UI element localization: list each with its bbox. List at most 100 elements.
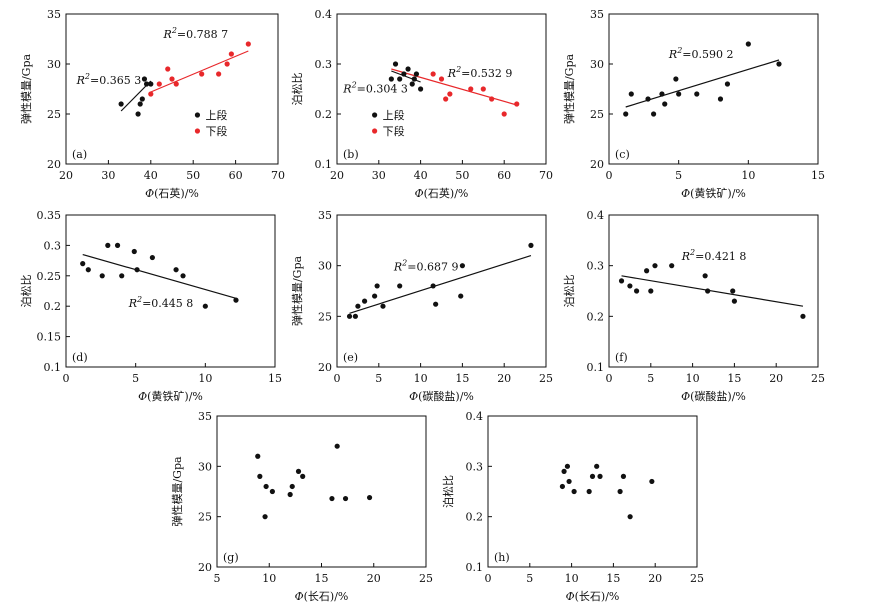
x-axis-title: Φ(长石)/% — [566, 590, 620, 603]
data-point — [717, 96, 724, 102]
data-point — [289, 483, 295, 490]
fit-line-lower — [150, 50, 249, 93]
data-point — [800, 313, 806, 319]
data-point — [430, 71, 436, 77]
y-tick-label: 0.4 — [587, 209, 605, 222]
panel-label: (d) — [72, 351, 88, 364]
data-point — [255, 453, 261, 459]
plot-frame — [216, 415, 427, 568]
r2-label-r2: R2=0.445 8 — [128, 295, 194, 310]
r2-label-r2-upper: R2=0.304 3 — [342, 81, 408, 96]
data-point — [628, 91, 634, 97]
data-point — [776, 61, 782, 67]
x-tick-label: 15 — [811, 169, 825, 182]
data-point — [148, 91, 154, 97]
data-point — [528, 242, 534, 248]
data-point — [329, 495, 335, 502]
y-tick-label: 35 — [47, 8, 61, 21]
y-tick-label: 0.25 — [37, 270, 62, 283]
x-tick-label: 15 — [606, 572, 620, 585]
y-tick-label: 20 — [590, 158, 604, 171]
data-point — [597, 473, 603, 479]
r2-label-r2-upper: R2=0.365 3 — [76, 72, 142, 87]
x-tick-label: 10 — [565, 572, 579, 585]
data-point — [287, 491, 293, 498]
y-tick-label: 35 — [318, 209, 332, 222]
x-tick-label: 60 — [229, 169, 243, 182]
data-point — [216, 71, 222, 77]
data-point — [85, 267, 91, 273]
data-point — [392, 61, 399, 67]
data-point — [633, 288, 640, 294]
y-axis-title: 弹性模量/Gpa — [170, 456, 184, 527]
data-point — [438, 76, 445, 82]
y-axis-title: 泊松比 — [290, 73, 304, 106]
panel-label: (b) — [343, 148, 359, 161]
panel-label: (a) — [72, 148, 87, 161]
y-tick-label: 0.3 — [44, 239, 62, 252]
x-tick-label: 30 — [372, 169, 386, 182]
x-tick-label: 15 — [455, 372, 469, 385]
x-axis-title: Φ(石英)/% — [145, 186, 199, 200]
data-point — [300, 473, 306, 479]
x-tick-label: 50 — [186, 169, 200, 182]
y-tick-label: 0.4 — [315, 8, 333, 21]
panel-d: 0 5 10 15 0.1 0.15 0.2 0.25 0.3 0.35 Φ(黄铁矿)/% 泊松比 (d… — [19, 209, 282, 403]
panel-h: 0 5 10 15 20 25 0.1 0.2 0.3 0.4 Φ(长石)/% 泊松比 (h) — [441, 410, 704, 603]
x-tick-label: 5 — [214, 572, 221, 585]
data-point — [652, 263, 658, 269]
data-point — [388, 76, 394, 82]
data-point — [134, 267, 140, 273]
y-tick-label: 20 — [318, 361, 332, 374]
data-point — [405, 66, 411, 72]
data-point — [443, 96, 449, 102]
x-tick-label: 0 — [334, 372, 341, 385]
data-point — [269, 488, 275, 495]
y-axis-title: 泊松比 — [441, 475, 455, 508]
fit-line — [625, 59, 780, 108]
panel-label: (e) — [343, 351, 358, 364]
data-point — [705, 288, 711, 294]
data-point — [118, 101, 124, 107]
data-point — [430, 283, 436, 289]
data-point — [173, 267, 179, 273]
data-point — [165, 66, 171, 72]
data-point — [374, 283, 380, 289]
data-point — [702, 273, 708, 279]
data-point — [355, 303, 361, 309]
data-point — [564, 463, 571, 469]
y-tick-label: 25 — [590, 108, 604, 121]
data-point — [295, 468, 302, 474]
x-tick-label: 20 — [769, 372, 783, 385]
data-point — [730, 288, 736, 294]
plot-frame — [487, 415, 698, 568]
data-point — [623, 111, 629, 117]
data-point — [489, 96, 495, 102]
panel-label: (g) — [223, 551, 239, 564]
legend-marker — [194, 112, 201, 118]
data-point — [173, 81, 179, 87]
x-tick-label: 0 — [63, 372, 70, 385]
y-tick-label: 0.1 — [466, 561, 484, 574]
data-point — [644, 268, 650, 274]
panel-e: 0 5 10 15 20 25 20 25 30 35 Φ(碳酸盐)/% 弹性模量/Gpa (e) R2=… — [290, 209, 553, 403]
legend-marker — [194, 128, 201, 134]
y-tick-label: 35 — [590, 8, 604, 21]
y-tick-label: 0.4 — [466, 410, 484, 423]
panel-g: 5 10 15 20 25 20 25 30 35 Φ(长石)/% 弹性模量/Gpa (g) — [170, 410, 433, 603]
x-tick-label: 50 — [455, 169, 469, 182]
data-point — [346, 313, 353, 319]
data-point — [501, 111, 507, 117]
data-point — [233, 297, 239, 303]
x-tick-label: 70 — [271, 169, 285, 182]
y-axis-title: 泊松比 — [19, 275, 33, 308]
data-point — [413, 71, 420, 77]
data-point — [458, 293, 464, 299]
data-point — [149, 254, 155, 261]
y-tick-label: 0.3 — [587, 260, 605, 273]
data-point — [131, 248, 137, 255]
r2-label-r2: R2=0.590 2 — [668, 46, 734, 61]
fit-line — [621, 275, 804, 307]
data-point — [361, 298, 368, 304]
